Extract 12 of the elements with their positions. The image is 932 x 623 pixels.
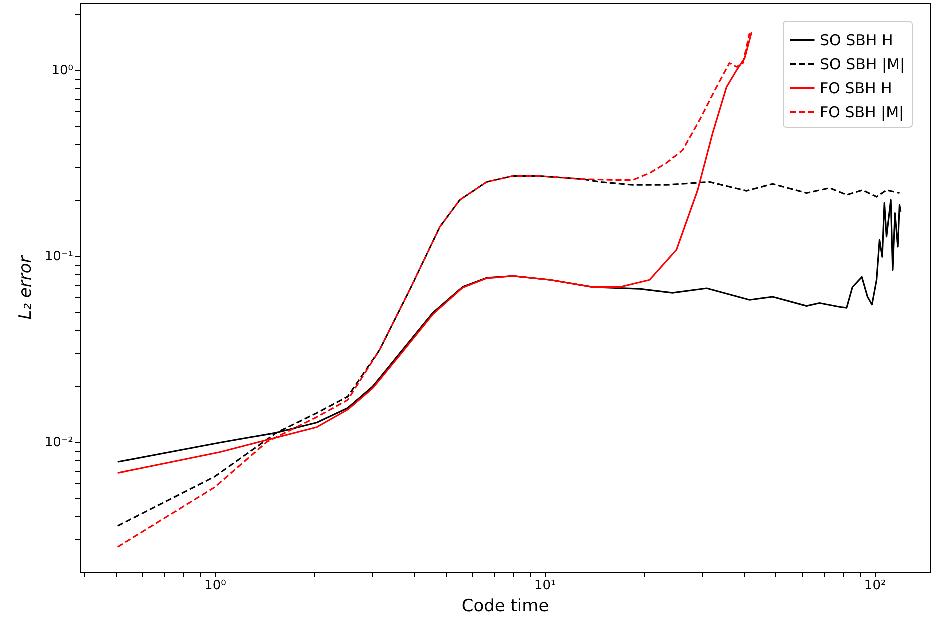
x-tick-label: 10² <box>864 578 886 594</box>
x-tick-label: 10⁰ <box>204 578 226 594</box>
y-tick-label: 10⁰ <box>52 64 74 79</box>
legend-label: SO SBH |M| <box>820 56 906 74</box>
legend-label: FO SBH H <box>820 80 892 98</box>
y-axis-title: L₂ error <box>16 255 36 320</box>
legend-label: SO SBH H <box>820 32 894 50</box>
y-tick-label: 10⁻² <box>44 436 74 451</box>
legend-label: FO SBH |M| <box>820 104 904 122</box>
y-tick-label: 10⁻¹ <box>44 250 74 265</box>
x-axis-title: Code time <box>462 596 550 616</box>
x-tick-label: 10¹ <box>534 578 556 594</box>
